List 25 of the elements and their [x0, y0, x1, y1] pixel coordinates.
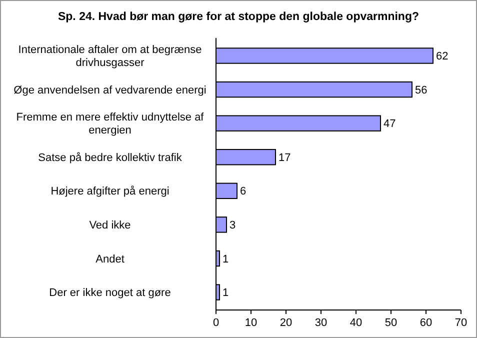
x-tick-label: 10	[244, 317, 258, 329]
x-tick-label: 70	[454, 317, 468, 329]
data-label: 6	[240, 186, 246, 198]
data-label: 47	[384, 118, 396, 130]
x-tick-label: 20	[280, 317, 292, 329]
data-label: 3	[230, 220, 236, 232]
data-label: 56	[415, 84, 428, 96]
data-label: 62	[436, 50, 448, 63]
data-label: 1	[222, 287, 229, 300]
y-tick-label: Andet	[96, 253, 124, 266]
y-tick-label: Satse på bedre kollektiv trafik	[38, 152, 182, 164]
data-label: 17	[278, 152, 291, 164]
x-tick-label: 50	[384, 317, 398, 329]
y-tick-label: Fremme en mere effektiv udnyttelse af energien	[16, 112, 205, 137]
data-label: 1	[222, 253, 229, 266]
chart-title: Sp. 24. Hvad bør man gøre for at stoppe den globale opvarmning?	[58, 11, 420, 23]
x-tick-label: 40	[350, 317, 362, 329]
y-tick-label: Der er ikke noget at gøre	[49, 287, 171, 300]
x-tick-label: 60	[420, 317, 432, 329]
x-tick-label: 0	[212, 317, 220, 329]
y-tick-label: Øge anvendelsen af vedvarende energi	[14, 84, 206, 96]
y-tick-label: Højere afgifter på energi	[50, 186, 170, 198]
y-tick-label: Internationale aftaler om at begrænse drivhusgasser	[18, 44, 202, 70]
y-tick-label: Ved ikke	[89, 220, 131, 232]
x-tick-label: 30	[314, 317, 328, 329]
